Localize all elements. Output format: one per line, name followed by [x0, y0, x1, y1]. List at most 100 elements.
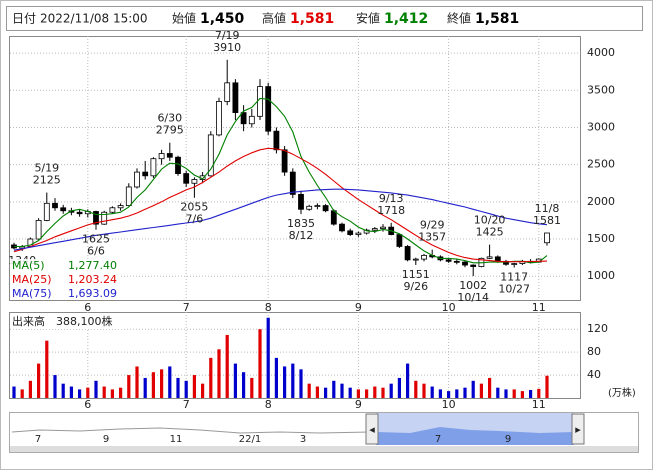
scrollbar[interactable]	[10, 446, 638, 452]
candle-body	[109, 207, 116, 213]
candle-body	[183, 173, 190, 184]
candle-body	[330, 210, 337, 225]
price-frame	[9, 36, 581, 301]
candle-body	[306, 205, 313, 210]
volume-bar	[110, 389, 114, 398]
x-tick-label: 11	[532, 301, 546, 314]
candle-body	[248, 115, 255, 125]
candle-body	[43, 202, 50, 221]
volume-bar	[209, 357, 213, 398]
annotation-price: 1425	[476, 226, 504, 239]
candle-body	[257, 86, 263, 117]
volume-bar	[69, 386, 73, 398]
volume-bar	[356, 389, 360, 398]
annotation-price: 3910	[213, 41, 241, 54]
volume-bar	[258, 329, 262, 398]
x-tick-label: 10	[442, 398, 456, 411]
volume-bar	[78, 389, 82, 398]
candle-body	[445, 259, 452, 262]
annotation-date: 7/19	[215, 29, 240, 42]
legend-value: 1,277.40	[68, 259, 117, 272]
volume-bar	[192, 375, 196, 398]
y-tick-label: 80	[587, 345, 601, 358]
legend-name: MA(25)	[12, 273, 52, 286]
volume-bar	[315, 386, 319, 398]
volume-bar	[406, 363, 410, 398]
volume-label-bg	[11, 315, 123, 329]
volume-bar	[340, 383, 344, 398]
candle-body	[191, 179, 198, 184]
y-tick-label: 2000	[587, 195, 615, 208]
volume-bar	[488, 377, 492, 398]
volume-bar	[12, 386, 16, 398]
legend-value: 1,203.24	[68, 273, 117, 286]
volume-bar	[414, 380, 418, 398]
annotation-price: 1625	[82, 233, 110, 246]
volume-bar	[37, 363, 41, 398]
volume-bar	[332, 380, 336, 398]
volume-bar	[520, 391, 524, 398]
candle-body	[371, 228, 378, 231]
candle-body	[339, 223, 345, 232]
volume-bar	[381, 387, 385, 398]
annotation-date: 10/14	[457, 291, 489, 304]
legend-name: MA(5)	[12, 259, 45, 272]
volume-bar	[160, 369, 164, 398]
candle-body	[380, 226, 386, 230]
annotation-date: 6/30	[157, 112, 182, 125]
volume-bar	[61, 383, 65, 398]
annotation-price: 1581	[533, 214, 561, 227]
y-tick-label: 120	[587, 322, 608, 335]
navigator-area	[376, 427, 574, 445]
volume-bar	[529, 389, 533, 398]
candle-body	[166, 153, 173, 158]
candle-body	[453, 260, 460, 263]
volume-bar	[242, 372, 246, 398]
volume-bar	[397, 377, 401, 398]
volume-bar	[102, 386, 106, 398]
navigator-handle-left[interactable]	[365, 413, 379, 445]
volume-bar	[324, 387, 328, 398]
volume-bar	[176, 377, 180, 398]
volume-bar	[250, 377, 254, 398]
volume-bar	[299, 369, 303, 398]
volume-bar	[119, 387, 123, 398]
x-tick-label: 8	[265, 301, 272, 314]
navigator-handle-right[interactable]	[571, 413, 585, 445]
volume-bar	[217, 349, 221, 398]
volume-bar	[455, 389, 459, 398]
candle-body	[273, 130, 280, 151]
ma-line	[13, 188, 548, 251]
volume-bar	[45, 340, 49, 398]
candle-body	[412, 258, 419, 261]
volume-bar	[143, 377, 147, 398]
volume-bar	[283, 366, 287, 398]
handle-arrow: ◂	[369, 423, 375, 436]
annotation-date: 5/19	[34, 162, 59, 175]
volume-frame	[9, 312, 581, 399]
candle-body	[462, 261, 468, 266]
candle-body	[117, 205, 124, 209]
annotation-date: 11/8	[535, 202, 560, 215]
annotation-date: 8/12	[289, 229, 314, 242]
x-tick-label: 10	[442, 301, 456, 314]
volume-unit: (万株)	[608, 386, 636, 399]
candle-body	[396, 234, 403, 247]
candle-body	[216, 101, 222, 136]
y-tick-label: 1500	[587, 232, 615, 245]
candle-body	[355, 232, 362, 235]
candle-body	[265, 86, 272, 132]
annotation-date: 9/26	[403, 280, 428, 293]
candle-body	[232, 82, 239, 113]
candle-body	[150, 158, 157, 177]
annotation-price: 2795	[156, 124, 184, 137]
annotation-date: 10/27	[498, 283, 530, 296]
annotation-price: 1357	[418, 231, 446, 244]
volume-bar	[291, 363, 295, 398]
volume-bar	[389, 383, 393, 398]
candle-body	[470, 264, 477, 267]
datetime: 2022/11/08 15:00	[40, 12, 148, 26]
annotation-price: 2055	[180, 201, 208, 214]
